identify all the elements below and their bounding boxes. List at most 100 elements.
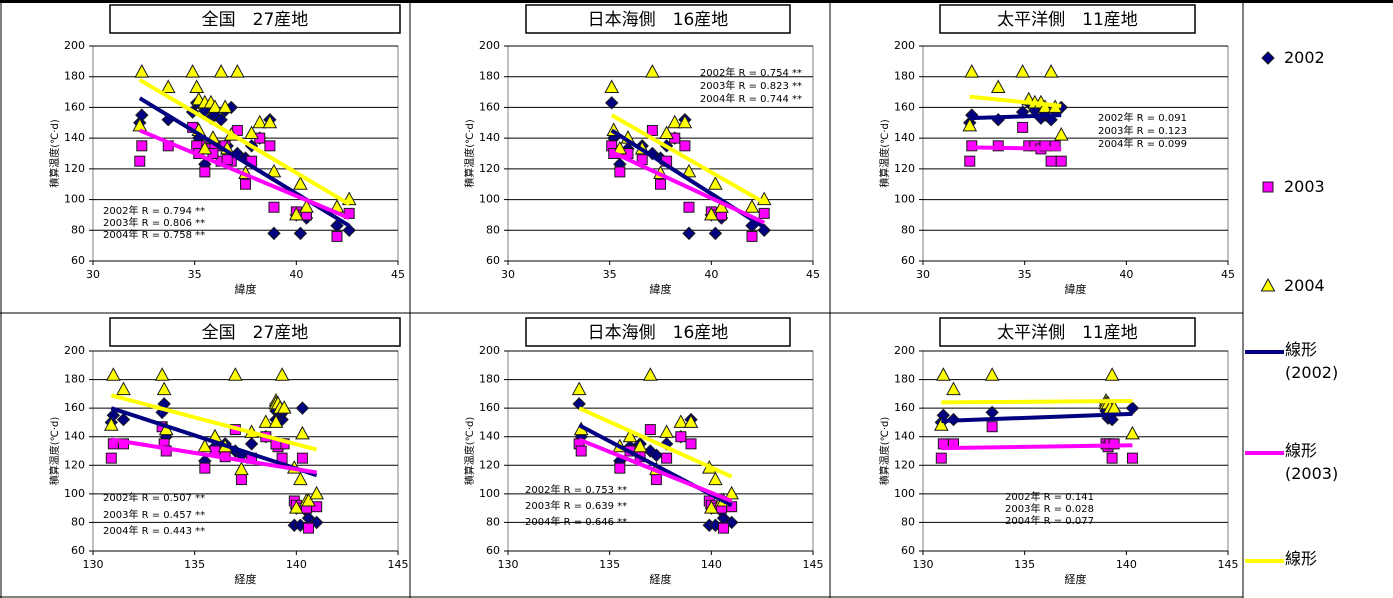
y-tick-label: 140 bbox=[64, 131, 85, 144]
x-tick-label: 30 bbox=[501, 268, 515, 281]
x-tick-label: 45 bbox=[806, 268, 820, 281]
x-tick-label: 130 bbox=[83, 558, 104, 571]
point bbox=[1049, 140, 1061, 152]
point bbox=[1125, 425, 1140, 440]
x-tick-label: 140 bbox=[1116, 558, 1137, 571]
annotation: 2003年 R = 0.028 bbox=[1005, 502, 1094, 515]
trend-line bbox=[110, 393, 318, 452]
y-tick-label: 200 bbox=[64, 344, 85, 357]
y-tick-label: 80 bbox=[486, 515, 500, 528]
y-tick-label: 160 bbox=[479, 100, 500, 113]
y-tick-label: 120 bbox=[64, 458, 85, 471]
point bbox=[708, 176, 723, 190]
point bbox=[244, 437, 259, 451]
point bbox=[604, 79, 620, 93]
point bbox=[309, 485, 325, 500]
title-box bbox=[109, 4, 401, 34]
point bbox=[136, 140, 148, 152]
x-tick-label: 45 bbox=[391, 268, 405, 281]
trend-line bbox=[969, 113, 1062, 121]
point bbox=[1055, 155, 1067, 167]
title-box bbox=[525, 4, 791, 34]
point bbox=[264, 140, 276, 152]
legend-label: 線形 bbox=[1285, 549, 1318, 568]
point bbox=[301, 492, 316, 507]
point bbox=[1106, 452, 1118, 464]
point bbox=[154, 367, 170, 381]
chart-title: 太平洋側 11産地 bbox=[997, 323, 1138, 343]
point bbox=[614, 462, 626, 474]
point bbox=[645, 64, 660, 78]
legend-label: 2004 bbox=[1284, 276, 1325, 295]
trend-line bbox=[969, 145, 1062, 151]
point bbox=[199, 462, 211, 474]
point bbox=[293, 226, 308, 241]
point bbox=[667, 114, 683, 129]
title-box bbox=[939, 4, 1196, 34]
point bbox=[614, 166, 626, 178]
point bbox=[299, 199, 314, 213]
point bbox=[679, 140, 691, 152]
point bbox=[213, 64, 229, 78]
y-tick-label: 60 bbox=[486, 254, 500, 267]
plot-area bbox=[507, 350, 814, 552]
trend-line bbox=[578, 406, 733, 479]
annotation: 2003年 R = 0.457 ** bbox=[103, 508, 205, 521]
point bbox=[1045, 155, 1057, 167]
legend-label: 2002 bbox=[1284, 48, 1325, 67]
y-tick-label: 160 bbox=[479, 401, 500, 414]
y-tick-label: 160 bbox=[894, 401, 915, 414]
trend-line bbox=[941, 411, 1133, 423]
point bbox=[1053, 127, 1069, 141]
trend-line bbox=[610, 113, 766, 205]
point bbox=[288, 500, 304, 514]
plot-area bbox=[922, 350, 1229, 552]
point bbox=[946, 381, 961, 396]
point bbox=[726, 501, 738, 513]
x-tick-label: 145 bbox=[803, 558, 824, 571]
point bbox=[650, 474, 662, 486]
x-tick-label: 145 bbox=[388, 558, 409, 571]
y-tick-label: 80 bbox=[901, 223, 915, 236]
point bbox=[244, 125, 259, 140]
y-tick-label: 120 bbox=[894, 162, 915, 175]
y-tick-label: 60 bbox=[486, 544, 500, 557]
point bbox=[649, 448, 664, 462]
point bbox=[708, 226, 723, 241]
x-tick-label: 40 bbox=[1119, 268, 1133, 281]
point bbox=[962, 117, 978, 132]
annotation: 2002年 R = 0.794 ** bbox=[103, 204, 205, 217]
point bbox=[311, 501, 323, 513]
annotation: 2002年 R = 0.507 ** bbox=[103, 491, 205, 504]
y-tick-label: 80 bbox=[901, 515, 915, 528]
point bbox=[230, 64, 245, 78]
plot-area bbox=[922, 45, 1229, 262]
chart-title: 全国 27産地 bbox=[202, 10, 309, 30]
x-tick-label: 40 bbox=[704, 268, 718, 281]
x-tick-label: 35 bbox=[603, 268, 617, 281]
annotation: 2003年 R = 0.123 bbox=[1098, 124, 1187, 137]
trend-line bbox=[941, 399, 1133, 405]
y-tick-label: 60 bbox=[71, 254, 85, 267]
annotation: 2002年 R = 0.754 ** bbox=[700, 66, 802, 79]
point bbox=[134, 64, 150, 78]
point bbox=[990, 79, 1006, 93]
x-tick-label: 140 bbox=[701, 558, 722, 571]
x-tick-label: 140 bbox=[286, 558, 307, 571]
x-tick-label: 130 bbox=[498, 558, 519, 571]
point bbox=[185, 64, 200, 78]
x-axis-label: 緯度 bbox=[1065, 282, 1087, 296]
trend-line bbox=[110, 406, 318, 478]
point bbox=[746, 230, 758, 242]
y-tick-label: 100 bbox=[894, 193, 915, 206]
y-axis-label: 積算温度(℃·d) bbox=[878, 417, 891, 486]
legend-marker bbox=[1262, 181, 1274, 193]
y-tick-label: 140 bbox=[894, 430, 915, 443]
y-tick-label: 80 bbox=[486, 223, 500, 236]
point bbox=[718, 522, 730, 534]
point bbox=[303, 522, 315, 534]
y-axis-label: 積算温度(℃·d) bbox=[48, 119, 61, 188]
x-tick-label: 45 bbox=[1221, 268, 1235, 281]
y-tick-label: 120 bbox=[479, 162, 500, 175]
